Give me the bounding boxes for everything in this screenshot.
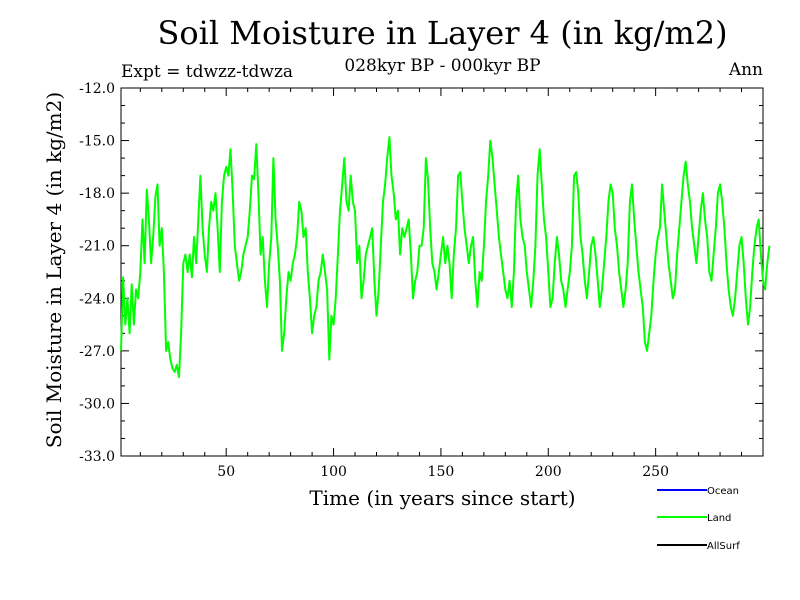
y-tick-label: -12.0 xyxy=(79,81,115,97)
x-tick-label: 250 xyxy=(642,464,669,480)
legend-label-ocean: Ocean xyxy=(707,486,739,497)
plot-frame xyxy=(120,87,764,457)
x-tick-label: 50 xyxy=(217,464,235,480)
season-label: Ann xyxy=(728,60,763,80)
x-tick-label: 150 xyxy=(428,464,455,480)
y-tick-label: -21.0 xyxy=(79,239,115,255)
legend-label-land: Land xyxy=(707,513,731,524)
chart-title: Soil Moisture in Layer 4 (in kg/m2) xyxy=(157,14,728,52)
y-tick-label: -15.0 xyxy=(79,134,115,150)
x-tick-label: 200 xyxy=(535,464,562,480)
y-tick-label: -27.0 xyxy=(79,344,115,360)
legend-label-allsurf: AllSurf xyxy=(707,541,740,552)
x-axis-label: Time (in years since start) xyxy=(309,486,576,510)
y-tick-label: -30.0 xyxy=(79,396,115,412)
y-tick-label: -24.0 xyxy=(79,291,115,307)
y-axis-label: Soil Moisture in Layer 4 (in kg/m2) xyxy=(42,92,66,448)
series-line-land xyxy=(120,136,771,379)
y-tick-label: -18.0 xyxy=(79,186,115,202)
x-tick-label: 100 xyxy=(320,464,347,480)
chart-subtitle: 028kyr BP - 000kyr BP xyxy=(344,56,541,76)
experiment-label: Expt = tdwzz-tdwza xyxy=(121,62,294,82)
y-tick-label: -33.0 xyxy=(79,449,115,465)
